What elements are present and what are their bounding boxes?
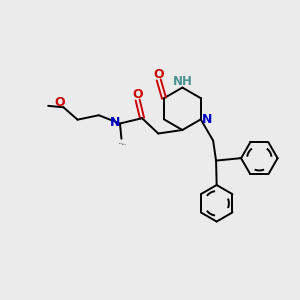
Text: NH: NH: [173, 75, 193, 88]
Text: methyl: methyl: [122, 144, 126, 145]
Text: O: O: [153, 68, 164, 81]
Text: methyl: methyl: [119, 142, 124, 143]
Text: N: N: [202, 113, 212, 126]
Text: O: O: [55, 95, 65, 109]
Text: O: O: [132, 88, 143, 101]
Text: N: N: [110, 116, 120, 129]
